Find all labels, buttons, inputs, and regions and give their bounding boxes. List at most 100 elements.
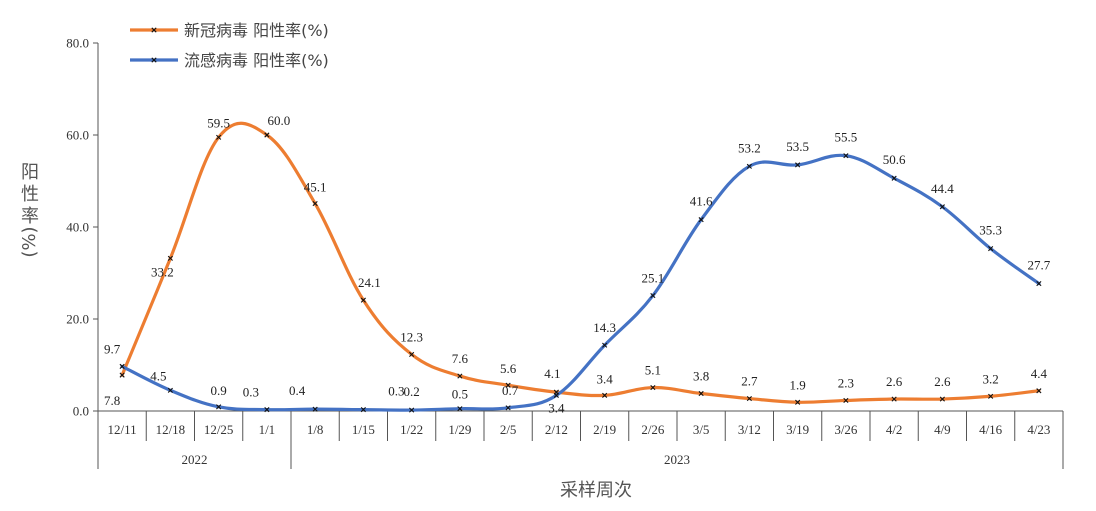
y-tick-label: 60.0 [66, 128, 89, 143]
data-label: 50.6 [883, 152, 906, 167]
data-label: 7.8 [104, 393, 120, 408]
x-tick-label: 3/26 [834, 422, 858, 437]
data-point-marker [360, 407, 366, 413]
axes: 0.0 20.0 40.0 60.0 80.0 12/11 12/18 12/25 1/1 1/8… [66, 36, 1064, 469]
x-tick-label: 12/11 [108, 422, 137, 437]
data-point-marker [505, 405, 511, 411]
svg-text:率: 率 [21, 206, 39, 227]
data-point-marker [216, 404, 222, 410]
data-label: 27.7 [1028, 258, 1051, 273]
data-point-marker [939, 204, 945, 210]
data-point-marker [264, 132, 270, 138]
x-tick-label: 2/5 [500, 422, 517, 437]
x-tick-label: 1/15 [352, 422, 375, 437]
data-label: 9.7 [104, 341, 121, 356]
data-point-marker [891, 175, 897, 181]
data-label: 0.3 [243, 385, 259, 400]
data-label: 0.4 [289, 383, 306, 398]
data-label: 1.9 [790, 377, 806, 392]
data-label: 2.6 [886, 374, 903, 389]
data-point-marker [795, 162, 801, 168]
legend: 新冠病毒 阳性率(%) 流感病毒 阳性率(%) [130, 21, 329, 70]
data-label: 41.6 [690, 194, 713, 209]
x-tick-label: 2/12 [545, 422, 568, 437]
x-tick-label: 1/8 [307, 422, 324, 437]
svg-text:性: 性 [21, 184, 39, 205]
x-tick-label: 1/1 [259, 422, 276, 437]
data-point-marker [119, 372, 125, 378]
series-line [120, 153, 1041, 412]
data-label: 5.1 [645, 363, 661, 378]
data-point-marker [312, 406, 318, 412]
data-point-marker [505, 382, 511, 388]
data-point-marker [167, 255, 173, 261]
data-label: 45.1 [304, 180, 327, 195]
svg-text:阳: 阳 [21, 162, 39, 183]
data-label: 3.4 [597, 371, 614, 386]
x-tick-label: 1/29 [448, 422, 471, 437]
data-point-marker [264, 407, 270, 413]
x-tick-label: 12/25 [204, 422, 234, 437]
data-point-marker [650, 292, 656, 299]
data-label: 3.2 [983, 371, 999, 386]
x-year-label: 2022 [182, 452, 208, 467]
x-tick-label: 2/26 [641, 422, 665, 437]
x-tick-label: 12/18 [156, 422, 186, 437]
data-label: 0.2 [404, 384, 420, 399]
data-point-marker [988, 393, 994, 399]
data-label: 24.1 [358, 275, 381, 290]
data-label: 44.4 [931, 181, 954, 196]
data-label: 12.3 [400, 329, 423, 344]
data-point-marker [650, 384, 656, 391]
data-point-marker [843, 153, 849, 159]
y-tick-label: 40.0 [66, 220, 89, 235]
x-tick-label: 1/22 [400, 422, 423, 437]
x-year-label: 2023 [664, 452, 690, 467]
data-point-marker [409, 351, 415, 358]
data-label: 5.6 [500, 361, 517, 376]
data-point-marker [891, 396, 897, 402]
y-tick-label: 0.0 [73, 404, 89, 419]
data-label: 53.5 [786, 139, 809, 154]
x-tick-label: 4/16 [979, 422, 1003, 437]
x-tick-label: 3/19 [786, 422, 809, 437]
data-label: 0.5 [452, 387, 468, 402]
data-label: 3.4 [548, 400, 565, 415]
x-tick-label: 3/5 [693, 422, 710, 437]
y-tick-label: 20.0 [66, 312, 89, 327]
data-label: 14.3 [593, 320, 616, 335]
data-point-marker [1036, 388, 1042, 394]
data-label: 4.5 [150, 368, 166, 383]
data-point-marker [746, 163, 752, 169]
data-labels: 7.8 33.2 59.5 60.0 45.1 24.1 12.3 7.6 5.6 4.1 3.4 5… [104, 113, 1051, 415]
legend-entry: 流感病毒 阳性率(%) [130, 51, 329, 70]
x-tick-label: 3/12 [738, 422, 761, 437]
data-point-marker [360, 297, 366, 303]
series-line [120, 121, 1041, 404]
x-tick-label: 4/23 [1027, 422, 1050, 437]
data-point-marker [988, 246, 994, 252]
data-label: 4.1 [544, 366, 560, 381]
data-point-marker [939, 396, 945, 402]
x-tick-label: 2/19 [593, 422, 616, 437]
data-label: 2.3 [838, 375, 854, 390]
data-label: 3.8 [693, 369, 709, 384]
legend-entry: 新冠病毒 阳性率(%) [130, 21, 329, 40]
data-label: 7.6 [452, 351, 469, 366]
data-point-marker [216, 134, 222, 140]
data-point-marker [602, 342, 608, 348]
data-label: 35.3 [979, 223, 1002, 238]
y-axis-title: 阳性率(%) [19, 162, 40, 258]
data-label: 0.9 [211, 383, 227, 398]
data-label: 0.3 [388, 384, 404, 399]
x-tick-label: 4/2 [886, 422, 903, 437]
data-point-marker [119, 363, 125, 369]
data-label: 33.2 [151, 264, 174, 279]
y-tick-label: 80.0 [66, 36, 89, 51]
data-point-marker [795, 399, 801, 405]
data-label: 4.4 [1031, 366, 1048, 381]
data-point-marker [843, 397, 849, 404]
data-label: 0.7 [502, 383, 519, 398]
data-label: 59.5 [207, 115, 230, 130]
